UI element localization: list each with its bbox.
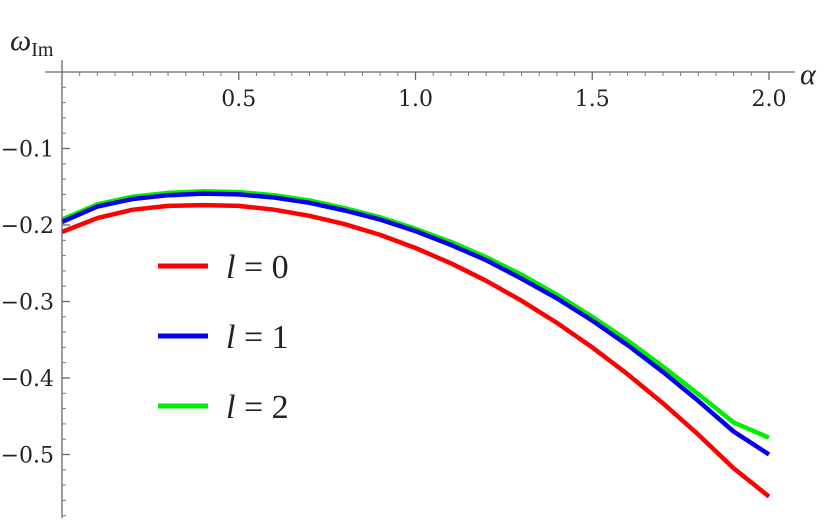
legend-value: = 1 xyxy=(235,319,288,356)
legend-value: = 2 xyxy=(235,389,288,426)
y-tick-label: −0.4 xyxy=(1,367,54,392)
legend-variable: l xyxy=(226,389,235,426)
x-minor-ticks xyxy=(79,72,752,76)
legend: l = 0l = 1l = 2 xyxy=(158,249,289,426)
series-line xyxy=(61,191,771,457)
y-tick-labels: −0.1 −0.2 −0.3 −0.4 −0.5 xyxy=(1,138,54,469)
series-lines xyxy=(61,189,771,499)
y-tick-label: −0.2 xyxy=(1,214,54,239)
x-tick-labels: 0.5 1.0 1.5 2.0 xyxy=(221,87,786,112)
legend-label: l = 0 xyxy=(226,249,289,286)
legend-variable: l xyxy=(226,319,235,356)
legend-value: = 0 xyxy=(235,249,288,286)
legend-label: l = 2 xyxy=(226,389,289,426)
x-major-ticks xyxy=(238,72,770,80)
x-tick-label: 1.0 xyxy=(398,87,433,112)
legend-item: l = 1 xyxy=(158,319,289,356)
series-line xyxy=(61,202,771,499)
y-tick-label: −0.5 xyxy=(1,444,54,469)
y-major-ticks xyxy=(62,147,70,456)
y-axis-symbol: ω xyxy=(10,24,31,57)
legend-item: l = 0 xyxy=(158,249,289,286)
legend-variable: l xyxy=(226,249,235,286)
y-minor-ticks xyxy=(62,86,66,517)
x-tick-label: 2.0 xyxy=(752,87,787,112)
legend-label: l = 1 xyxy=(226,319,289,356)
axes xyxy=(45,60,795,518)
y-axis-title: ωIm xyxy=(10,24,54,61)
legend-item: l = 2 xyxy=(158,389,289,426)
y-axis-subscript: Im xyxy=(31,39,54,61)
y-tick-label: −0.1 xyxy=(1,138,54,163)
y-tick-label: −0.3 xyxy=(1,291,54,316)
x-axis-title: α xyxy=(800,58,817,91)
x-tick-label: 0.5 xyxy=(221,87,256,112)
x-tick-label: 1.5 xyxy=(575,87,610,112)
